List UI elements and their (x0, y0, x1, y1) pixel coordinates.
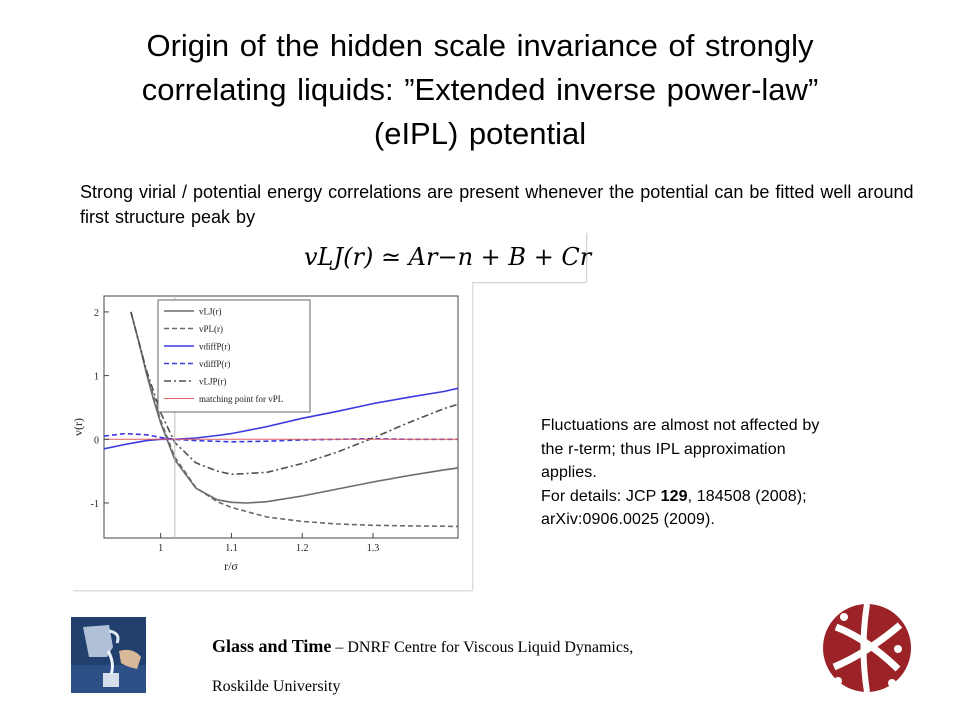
formula-content: vLJ(r) ≃ Ar−n + B + Cr (304, 243, 592, 271)
series-line-2 (104, 387, 458, 450)
plot-area-frame (103, 295, 459, 539)
footer-org-name: Glass and Time (212, 636, 332, 656)
x-tick-label-0: 1 (158, 543, 163, 554)
fluctuation-note: Fluctuations are almost not affected by … (541, 414, 921, 532)
formula-text: vLJ(r) ≃ Ar−n + B + Cr (304, 232, 591, 282)
y-tick-label-2: 1 (94, 372, 99, 383)
legend-label-1: vPL(r) (199, 324, 223, 334)
note-reference-arxiv: arXiv:0906.0025 (2009). (541, 511, 715, 528)
series-line-4 (130, 311, 458, 476)
title-line-3: (eIPL) potential (373, 116, 587, 151)
title-line-2: correlating liquids: ”Extended inverse p… (141, 72, 819, 107)
legend-label-5: matching point for vPL (199, 394, 283, 404)
roskilde-logo-icon (823, 603, 911, 693)
university-logo (814, 595, 920, 701)
note-line-1: Fluctuations are almost not affected by (541, 417, 820, 434)
series-line-1 (130, 311, 458, 528)
legend-label-3: vdiffP(r) (199, 359, 230, 369)
glass-pouring-image (71, 617, 146, 693)
slide-title: Origin of the hidden scale invariance of… (60, 24, 900, 156)
intro-text: Strong virial / potential energy correla… (80, 182, 914, 227)
note-ref-volume: 129 (660, 487, 688, 505)
x-tick-label-2: 1.2 (296, 543, 309, 554)
legend-label-4: vLJP(r) (199, 377, 227, 387)
y-axis-label: v(r) (72, 418, 85, 436)
formula-box: vLJ(r) ≃ Ar−n + B + Cr (304, 232, 591, 282)
x-tick-label-3: 1.3 (367, 543, 380, 554)
x-axis-label: r/σ (224, 559, 238, 573)
legend-box (157, 299, 311, 413)
glass-pouring-photo (71, 617, 146, 693)
legend-label-2: vdiffP(r) (199, 342, 230, 352)
y-tick-label-0: -1 (91, 499, 99, 510)
footer-org-description: – DNRF Centre for Viscous Liquid Dynamic… (331, 639, 634, 656)
legend-label-0: vLJ(r) (199, 307, 222, 317)
note-line-3: applies. (541, 464, 597, 481)
note-line-2: the r-term; thus IPL approximation (541, 440, 786, 458)
note-reference-jcp: For details: JCP 129, 184508 (2008); (541, 485, 921, 509)
series-line-3 (104, 432, 458, 443)
title-line-1: Origin of the hidden scale invariance of… (146, 28, 814, 63)
y-tick-label-3: 2 (94, 308, 99, 319)
note-ref-suffix: , 184508 (2008); (687, 487, 807, 505)
y-tick-label-1: 0 (94, 435, 99, 446)
note-ref-prefix: For details: JCP (541, 487, 661, 505)
x-tick-label-1: 1.1 (225, 543, 238, 554)
potential-chart-frame: 1 1.1 1.2 1.3 -1 0 1 2 r/σ v(r) vLJ(r) vPL(r) vdiffP… (72, 282, 472, 590)
footer-organization: Glass and Time – DNRF Centre for Viscous… (212, 636, 633, 657)
potential-chart: 1 1.1 1.2 1.3 -1 0 1 2 r/σ v(r) vLJ(r) vPL(r) vdiffP… (72, 295, 459, 573)
footer-university: Roskilde University (212, 678, 341, 695)
